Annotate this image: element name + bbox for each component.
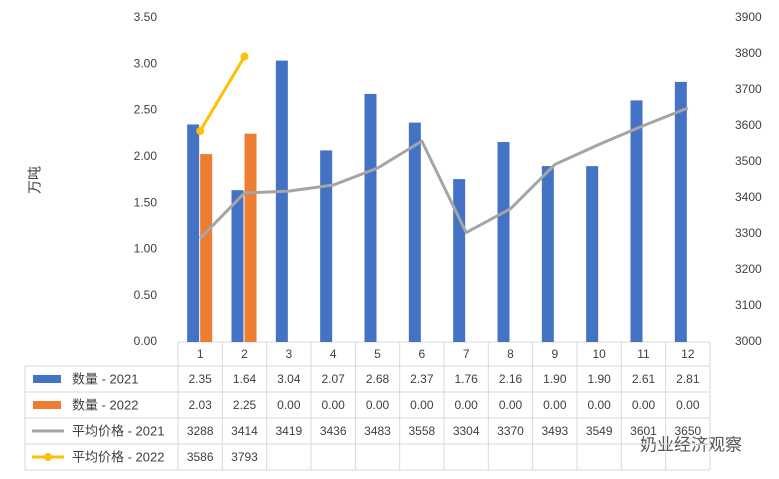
table-value: 3650 — [674, 424, 701, 438]
table-value: 3.04 — [277, 372, 301, 386]
table-value: 0.00 — [499, 398, 523, 412]
y2-tick-label: 3600 — [735, 118, 762, 132]
y-tick-label: 1.00 — [134, 242, 158, 256]
y2-tick-label: 3500 — [735, 154, 762, 168]
y2-tick-label: 3900 — [735, 10, 762, 24]
line — [198, 55, 246, 132]
bar — [200, 154, 213, 342]
table-value: 0.00 — [676, 398, 700, 412]
table-value: 1.64 — [233, 372, 257, 386]
table-value: 0.00 — [632, 398, 656, 412]
bar — [320, 150, 333, 342]
table-value: 2.16 — [499, 372, 523, 386]
table-value: 0.00 — [366, 398, 390, 412]
table-value: 2.07 — [321, 372, 345, 386]
x-tick-label: 9 — [551, 347, 558, 361]
table-value: 0.00 — [543, 398, 567, 412]
table-value: 1.90 — [587, 372, 611, 386]
y-tick-label: 3.00 — [134, 56, 158, 70]
legend-label: 平均价格 - 2022 — [72, 449, 164, 464]
table-value: 2.61 — [632, 372, 656, 386]
y-tick-label: 2.50 — [134, 103, 158, 117]
legend-label: 平均价格 - 2021 — [72, 423, 164, 438]
line — [199, 106, 689, 240]
x-tick-label: 11 — [637, 347, 650, 361]
y2-tick-label: 3800 — [735, 46, 762, 60]
legend-swatch — [33, 375, 61, 383]
bar — [630, 100, 643, 342]
x-tick-label: 12 — [681, 347, 695, 361]
table-value: 2.37 — [410, 372, 434, 386]
table-value: 0.00 — [454, 398, 478, 412]
x-tick-label: 8 — [507, 347, 514, 361]
table-value: 3419 — [275, 424, 302, 438]
x-tick-label: 10 — [592, 347, 606, 361]
line-marker — [196, 127, 205, 136]
bar — [244, 133, 257, 342]
watermark: 奶业经济观察 — [640, 435, 742, 454]
table-value: 0.00 — [587, 398, 611, 412]
bar — [231, 190, 244, 342]
x-tick-label: 7 — [463, 347, 470, 361]
y-tick-label: 2.00 — [134, 149, 158, 163]
table-value: 3483 — [364, 424, 391, 438]
legend-marker — [44, 453, 52, 461]
y2-tick-label: 3300 — [735, 226, 762, 240]
y2-tick-label: 3000 — [735, 334, 762, 348]
table-value: 3493 — [541, 424, 568, 438]
table-value: 3558 — [408, 424, 435, 438]
x-tick-label: 4 — [330, 347, 337, 361]
bar — [497, 142, 510, 342]
table-value: 3601 — [630, 424, 657, 438]
x-tick-label: 3 — [285, 347, 292, 361]
bar — [408, 122, 421, 342]
table-value: 3370 — [497, 424, 524, 438]
legend-swatch — [33, 401, 61, 409]
table-value: 3586 — [187, 450, 214, 464]
table-value: 0.00 — [277, 398, 301, 412]
x-tick-label: 6 — [418, 347, 425, 361]
y-tick-label: 3.50 — [134, 10, 158, 24]
bar — [541, 166, 554, 342]
bar — [275, 60, 288, 342]
bar — [586, 166, 599, 342]
bar — [453, 179, 466, 342]
y2-tick-label: 3700 — [735, 82, 762, 96]
table-value: 0.00 — [410, 398, 434, 412]
table-value: 3304 — [453, 424, 480, 438]
table-value: 3288 — [187, 424, 214, 438]
table-value: 2.68 — [366, 372, 390, 386]
x-tick-label: 5 — [374, 347, 381, 361]
bar — [187, 124, 200, 342]
table-value: 0.00 — [321, 398, 345, 412]
y-tick-label: 1.50 — [134, 195, 158, 209]
x-tick-label: 2 — [241, 347, 248, 361]
x-tick-label: 1 — [197, 347, 204, 361]
legend-label: 数量 - 2021 — [72, 371, 138, 386]
table-value: 2.03 — [188, 398, 212, 412]
y-tick-label: 0.50 — [134, 288, 158, 302]
table-value: 3436 — [320, 424, 347, 438]
table-value: 2.35 — [188, 372, 212, 386]
legend-label: 数量 - 2022 — [72, 397, 138, 412]
y2-tick-label: 3200 — [735, 262, 762, 276]
y-axis-label: 万吨 — [27, 166, 43, 194]
y2-tick-label: 3100 — [735, 298, 762, 312]
y2-tick-label: 3400 — [735, 190, 762, 204]
table-value: 3793 — [231, 450, 258, 464]
table-value: 1.90 — [543, 372, 567, 386]
line-marker — [240, 52, 249, 61]
y-tick-label: 0.00 — [134, 334, 158, 348]
table-value: 3414 — [231, 424, 258, 438]
table-value: 2.81 — [676, 372, 700, 386]
table-value: 1.76 — [454, 372, 478, 386]
table-value: 3549 — [586, 424, 613, 438]
table-value: 2.25 — [233, 398, 257, 412]
bar — [364, 93, 377, 342]
bar — [674, 81, 687, 343]
